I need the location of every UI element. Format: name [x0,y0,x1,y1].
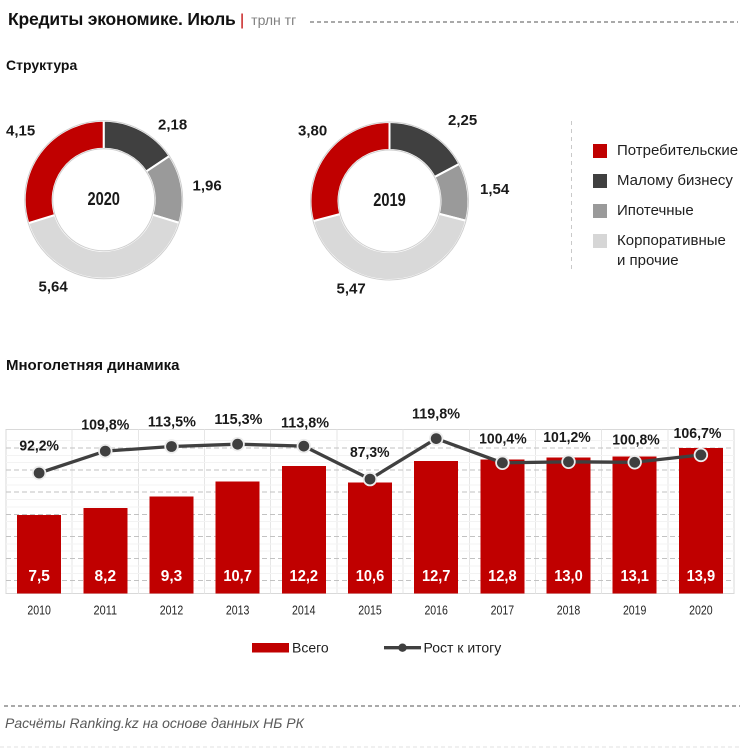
svg-text:2012: 2012 [160,603,184,618]
svg-text:2013: 2013 [226,603,250,618]
svg-text:87,3%: 87,3% [350,444,390,461]
svg-text:12,8: 12,8 [488,568,517,585]
svg-text:119,8%: 119,8% [412,405,460,422]
svg-text:10,6: 10,6 [356,568,385,585]
svg-text:1,96: 1,96 [193,178,222,195]
svg-text:13,1: 13,1 [620,568,649,585]
svg-text:1,54: 1,54 [480,181,510,198]
svg-text:2020: 2020 [87,189,120,209]
svg-text:13,0: 13,0 [554,568,583,585]
svg-text:2011: 2011 [94,603,118,618]
svg-text:2019: 2019 [623,603,647,618]
svg-text:2019: 2019 [373,190,406,210]
svg-text:13,9: 13,9 [687,568,716,585]
svg-text:2,25: 2,25 [448,112,477,129]
svg-text:Рост к итогу: Рост к итогу [424,640,502,656]
svg-text:2,18: 2,18 [158,117,187,134]
svg-text:2014: 2014 [292,603,316,618]
svg-text:101,2%: 101,2% [543,429,591,446]
svg-text:113,5%: 113,5% [148,413,196,430]
svg-text:92,2%: 92,2% [19,438,59,455]
svg-text:7,5: 7,5 [28,568,50,585]
svg-text:109,8%: 109,8% [81,416,129,433]
svg-text:2018: 2018 [557,603,581,618]
svg-text:2017: 2017 [491,603,515,618]
svg-text:12,7: 12,7 [422,568,451,585]
svg-text:2016: 2016 [424,603,448,618]
svg-text:3,80: 3,80 [298,123,327,140]
svg-text:10,7: 10,7 [223,568,252,585]
svg-text:5,47: 5,47 [337,281,366,298]
svg-text:5,64: 5,64 [39,279,69,296]
svg-text:4,15: 4,15 [6,123,35,140]
svg-text:115,3%: 115,3% [214,411,262,428]
svg-text:100,4%: 100,4% [479,431,527,448]
svg-text:8,2: 8,2 [95,568,117,585]
svg-text:2020: 2020 [689,603,713,618]
svg-text:2015: 2015 [358,603,382,618]
svg-text:Всего: Всего [292,640,329,656]
svg-text:9,3: 9,3 [161,568,183,585]
svg-text:106,7%: 106,7% [674,425,722,442]
svg-text:2010: 2010 [27,603,51,618]
svg-text:100,8%: 100,8% [612,432,660,449]
svg-text:113,8%: 113,8% [281,414,329,431]
svg-text:12,2: 12,2 [290,568,319,585]
